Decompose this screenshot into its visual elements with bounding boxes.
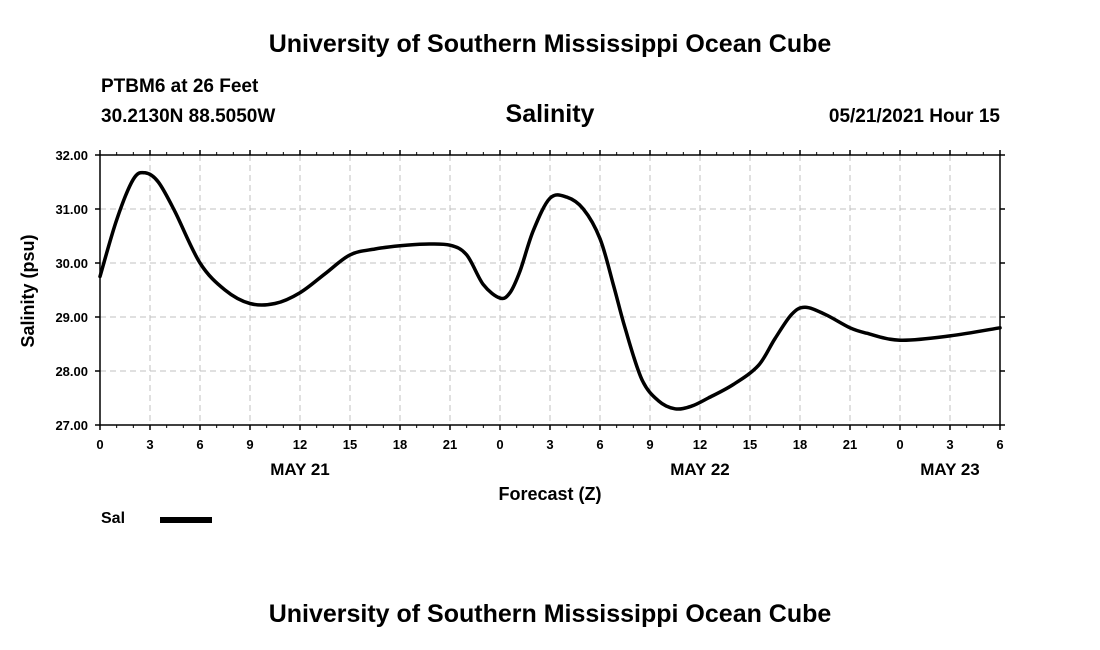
x-tick-label: 12 <box>293 437 307 452</box>
x-tick-label: 0 <box>96 437 103 452</box>
x-tick-label: 9 <box>646 437 653 452</box>
x-tick-label: 18 <box>393 437 407 452</box>
x-tick-label: 9 <box>246 437 253 452</box>
date-hour-label: 05/21/2021 Hour 15 <box>828 106 1000 127</box>
x-tick-label: 12 <box>693 437 707 452</box>
y-axis-label: Salinity (psu) <box>18 234 38 347</box>
y-tick-label: 31.00 <box>55 202 88 217</box>
y-tick-label: 27.00 <box>55 418 88 433</box>
series-line-sal <box>98 170 1002 411</box>
date-label: MAY 23 <box>920 460 980 479</box>
coordinates-label: 30.2130N 88.5050W <box>101 106 276 127</box>
plot-frame <box>99 154 1001 426</box>
chart-title: Salinity <box>505 100 595 128</box>
legend-label: Sal <box>101 510 126 527</box>
x-tick-label: 3 <box>946 437 953 452</box>
x-tick-label: 18 <box>793 437 807 452</box>
grid <box>100 155 1000 425</box>
y-tick-label: 30.00 <box>55 256 88 271</box>
x-tick-label: 0 <box>896 437 903 452</box>
x-tick-label: 6 <box>196 437 203 452</box>
legend-swatch <box>160 517 212 523</box>
y-tick-label: 32.00 <box>55 148 88 163</box>
x-tick-label: 3 <box>546 437 553 452</box>
date-label: MAY 22 <box>670 460 730 479</box>
x-tick-label: 6 <box>996 437 1003 452</box>
date-label: MAY 21 <box>270 460 330 479</box>
y-tick-label: 28.00 <box>55 364 88 379</box>
axes: 27.00 28.00 29.00 30.00 31.00 32.00 0 3 6 9 12 15 18… <box>55 148 1005 479</box>
x-tick-label: 21 <box>843 437 857 452</box>
top-title: University of Southern Mississippi Ocean… <box>268 30 832 58</box>
x-tick-label: 21 <box>443 437 457 452</box>
x-tick-label: 6 <box>596 437 603 452</box>
x-tick-label: 3 <box>146 437 153 452</box>
bottom-title: University of Southern Mississippi Ocean… <box>268 600 832 628</box>
station-label: PTBM6 at 26 Feet <box>101 76 259 97</box>
x-axis-label: Forecast (Z) <box>498 484 601 504</box>
series-layer <box>98 170 1002 411</box>
x-tick-label: 15 <box>743 437 757 452</box>
x-tick-label: 0 <box>496 437 503 452</box>
y-tick-label: 29.00 <box>55 310 88 325</box>
x-tick-label: 15 <box>343 437 357 452</box>
